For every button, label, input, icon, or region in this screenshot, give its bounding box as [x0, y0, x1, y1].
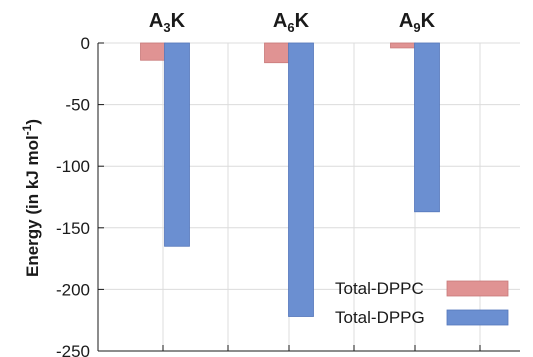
- bar-layer: [140, 42, 440, 317]
- y-tick-label: -50: [65, 96, 90, 115]
- bar-total-dppc-a6k: [264, 42, 290, 64]
- legend-swatch: [446, 280, 509, 297]
- y-tick-label: -100: [56, 157, 90, 176]
- bar-total-dppc-a9k: [390, 42, 416, 49]
- y-axis-label: Energy (in kJ mol-1): [20, 119, 42, 277]
- y-tick-label: -250: [56, 342, 90, 357]
- category-label: A6K: [273, 10, 310, 35]
- axis-layer: [97, 42, 520, 352]
- category-label: A9K: [399, 10, 436, 35]
- bar-total-dppg-a9k: [414, 42, 440, 213]
- legend: Total-DPPC Total-DPPG: [335, 279, 509, 327]
- bar-total-dppc-a3k: [140, 42, 166, 61]
- category-label: A3K: [149, 10, 186, 35]
- bar-total-dppg-a6k: [288, 42, 314, 317]
- y-tick-label: -200: [56, 280, 90, 299]
- legend-label: Total-DPPG: [335, 308, 425, 327]
- y-tick-label: -150: [56, 219, 90, 238]
- y-tick-label: 0: [81, 34, 90, 53]
- label-layer: 0 -50 -100 -150 -200 -250 A3K A6K A9K Energy (in …: [20, 10, 436, 357]
- legend-swatch: [446, 309, 509, 326]
- legend-label: Total-DPPC: [335, 279, 424, 298]
- bar-total-dppg-a3k: [164, 42, 190, 247]
